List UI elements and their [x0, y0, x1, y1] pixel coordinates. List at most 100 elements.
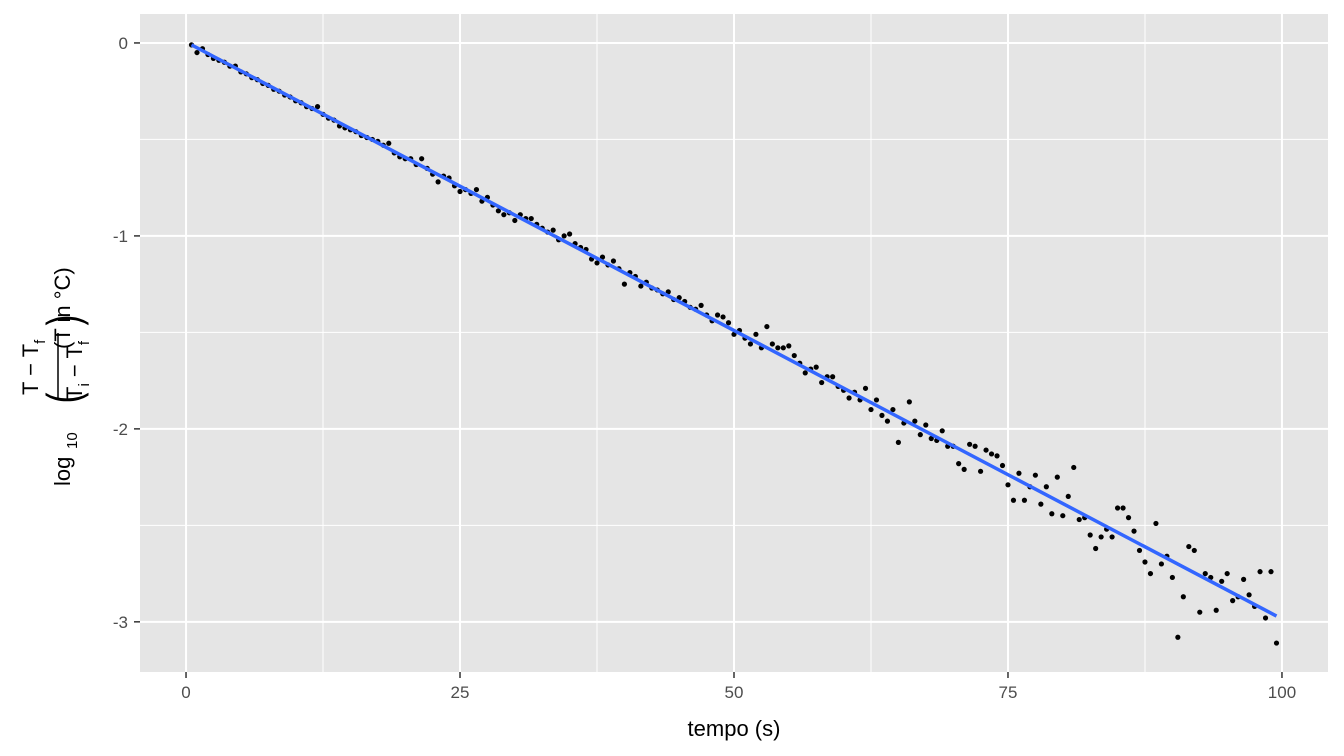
point	[386, 140, 392, 146]
point	[1219, 578, 1225, 584]
x-axis-title: tempo (s)	[688, 716, 781, 741]
point	[665, 289, 671, 295]
point	[977, 468, 984, 474]
point	[1147, 570, 1154, 577]
point	[988, 451, 995, 457]
y-tick-label: -2	[113, 420, 128, 439]
point	[879, 412, 885, 418]
point	[753, 331, 759, 337]
point	[1005, 482, 1011, 488]
point	[830, 374, 836, 380]
point	[819, 379, 825, 386]
point	[473, 186, 480, 193]
point	[890, 406, 896, 413]
point	[1158, 561, 1165, 567]
paren: (	[38, 392, 89, 403]
point	[194, 49, 200, 56]
x-tick-label: 100	[1268, 683, 1296, 702]
point	[720, 314, 726, 320]
num: T − T	[18, 344, 43, 395]
point	[1071, 464, 1077, 471]
point	[435, 179, 441, 185]
point	[528, 215, 534, 222]
point	[1049, 511, 1055, 517]
point	[1241, 576, 1247, 582]
y-title-func: log	[50, 457, 75, 486]
point	[501, 212, 507, 218]
point	[1230, 598, 1236, 604]
point	[884, 418, 891, 424]
point	[791, 352, 797, 359]
point	[1054, 474, 1060, 480]
point	[928, 435, 934, 442]
point	[599, 254, 606, 260]
point	[1093, 545, 1099, 552]
point	[956, 461, 962, 467]
x-tick-label: 25	[451, 683, 470, 702]
point	[1262, 615, 1269, 621]
fit-line	[190, 43, 1278, 618]
point	[1065, 493, 1071, 500]
point	[1120, 505, 1126, 511]
point	[725, 320, 732, 326]
point	[961, 466, 967, 472]
den: T	[62, 387, 87, 400]
num-sub: f	[32, 339, 49, 344]
point	[1125, 515, 1132, 521]
point	[846, 395, 852, 401]
point	[912, 418, 918, 424]
point	[1098, 534, 1104, 540]
point	[1153, 520, 1159, 527]
point	[1202, 570, 1208, 577]
point	[802, 370, 808, 376]
point	[1268, 569, 1274, 575]
point	[1087, 532, 1093, 538]
point	[714, 312, 721, 318]
point	[1175, 634, 1181, 640]
point	[1224, 570, 1230, 577]
marks	[188, 42, 1280, 646]
point	[1180, 594, 1186, 600]
point	[419, 156, 425, 162]
point	[1131, 528, 1137, 534]
grid	[140, 14, 1328, 672]
point	[621, 281, 628, 287]
point	[1208, 574, 1214, 581]
point	[764, 323, 770, 330]
point	[610, 258, 617, 264]
y-tick-label: -3	[113, 613, 128, 632]
point	[939, 428, 945, 434]
point	[967, 441, 973, 447]
point	[1273, 640, 1280, 646]
point	[775, 345, 781, 351]
point	[868, 406, 874, 413]
point	[999, 462, 1006, 469]
point	[1169, 574, 1175, 581]
point	[1010, 497, 1017, 503]
point	[917, 432, 923, 438]
point	[1186, 543, 1192, 550]
point	[786, 343, 792, 349]
den-rest-sub: f	[76, 340, 93, 345]
point	[1060, 513, 1066, 519]
paren: )	[38, 315, 89, 326]
y-tick-label: -1	[113, 227, 128, 246]
point	[495, 208, 501, 214]
point	[923, 422, 929, 428]
point	[906, 399, 912, 405]
point	[747, 341, 754, 347]
point	[1246, 592, 1252, 598]
x-tick-label: 50	[725, 683, 744, 702]
point	[1136, 547, 1143, 554]
point	[769, 341, 775, 347]
point	[1043, 484, 1049, 490]
den-rest: − T	[62, 345, 87, 383]
y-tick-label: 0	[119, 34, 128, 53]
point	[1213, 607, 1219, 613]
point	[550, 227, 556, 233]
point	[1076, 516, 1082, 523]
point	[1114, 505, 1121, 511]
point	[780, 345, 786, 351]
point	[1109, 534, 1115, 540]
point	[862, 385, 869, 391]
